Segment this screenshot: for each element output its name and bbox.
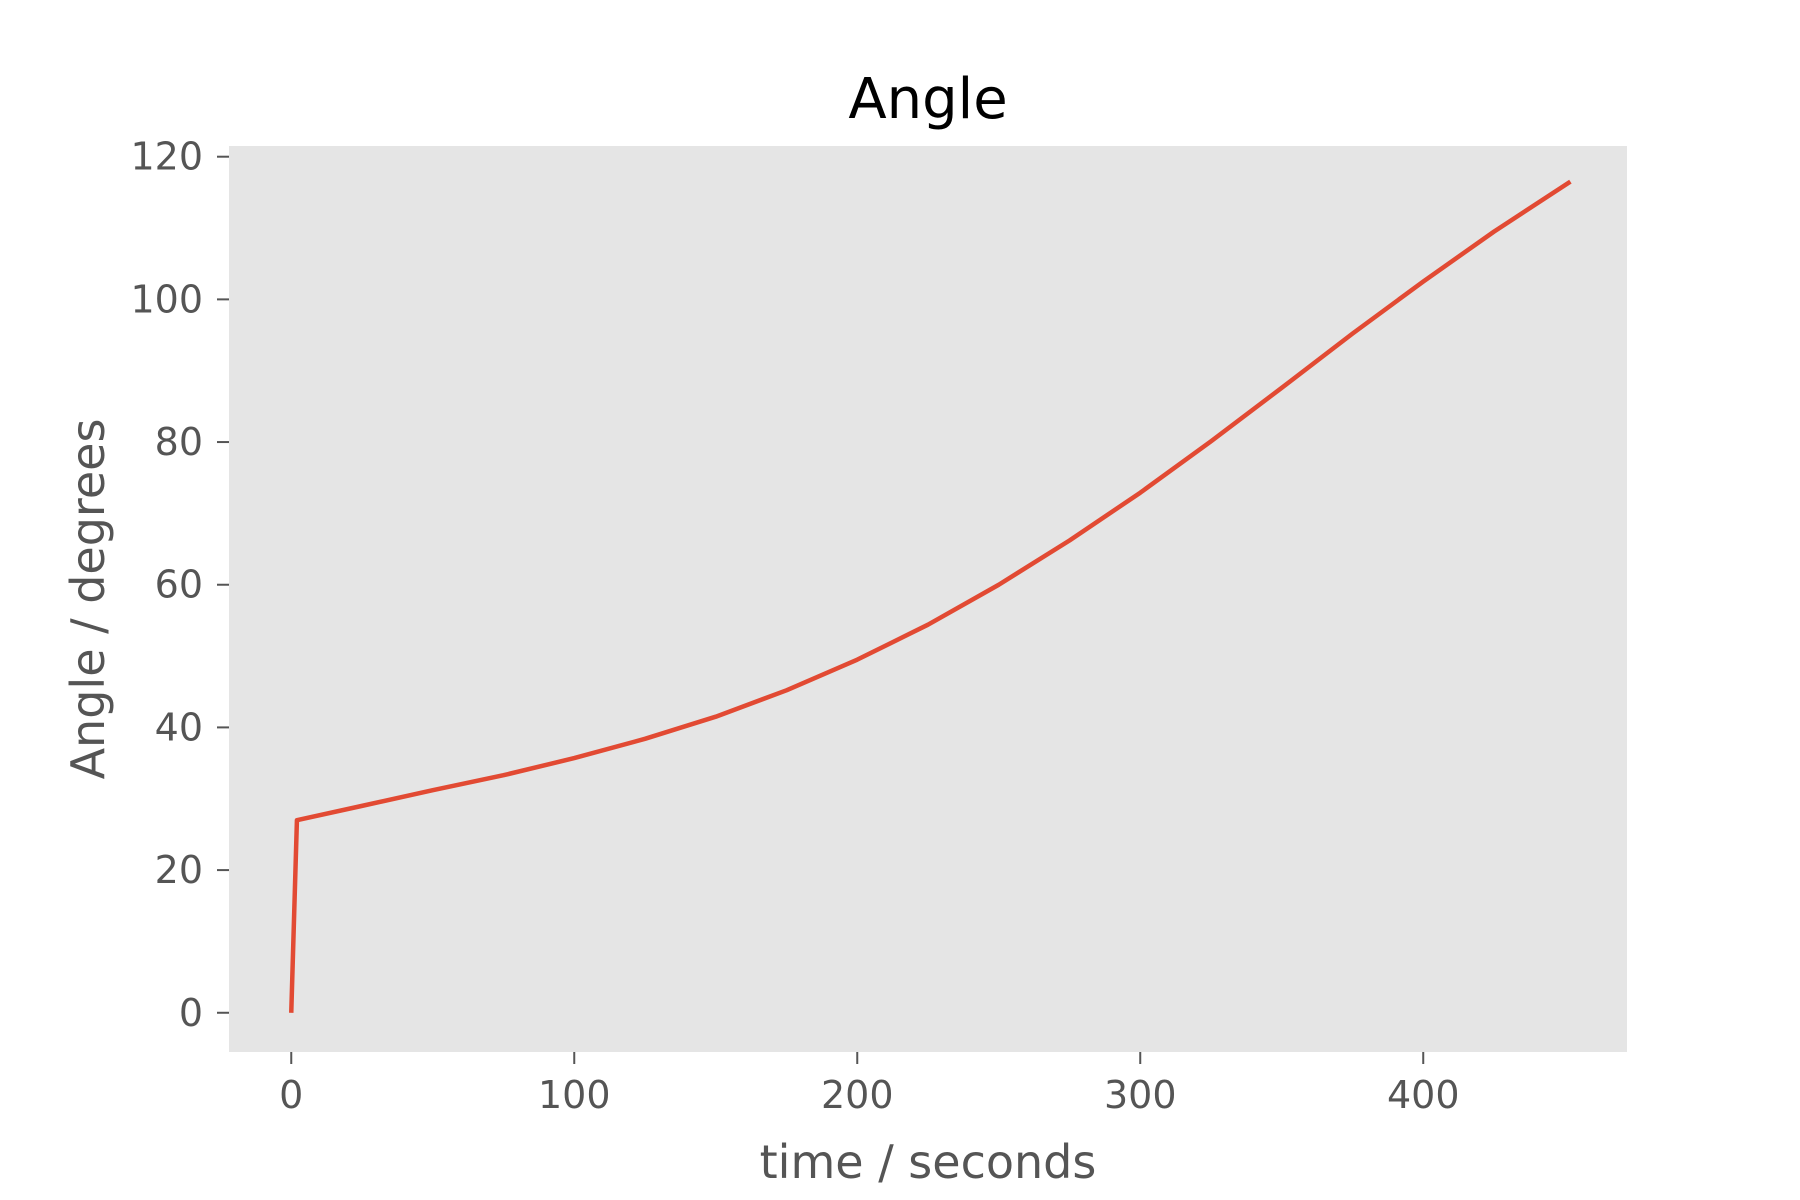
y-tick-label: 120: [130, 135, 203, 179]
x-tick-label: 400: [1387, 1073, 1460, 1117]
x-tick-label: 200: [821, 1073, 894, 1117]
plot-area: [229, 146, 1627, 1052]
series-line: [289, 179, 1572, 1013]
y-tick-label: 40: [155, 705, 203, 749]
x-tick-label: 100: [538, 1073, 611, 1117]
y-tick-label: 60: [155, 563, 203, 607]
y-tick-label: 20: [155, 848, 203, 892]
chart-title: Angle: [848, 67, 1007, 132]
y-tick-label: 0: [179, 991, 203, 1035]
x-axis-ticks: 0 100 200 300 400: [279, 1052, 1460, 1117]
x-tick-label: 300: [1104, 1073, 1177, 1117]
y-axis-ticks: 0 20 40 60 80 100 120: [130, 135, 229, 1035]
x-axis-label: time / seconds: [760, 1135, 1097, 1189]
x-tick-label: 0: [279, 1073, 303, 1117]
y-tick-label: 100: [130, 277, 203, 321]
series-layer: [289, 179, 1572, 1013]
y-axis-label: Angle / degrees: [61, 419, 115, 780]
y-tick-label: 80: [155, 420, 203, 464]
